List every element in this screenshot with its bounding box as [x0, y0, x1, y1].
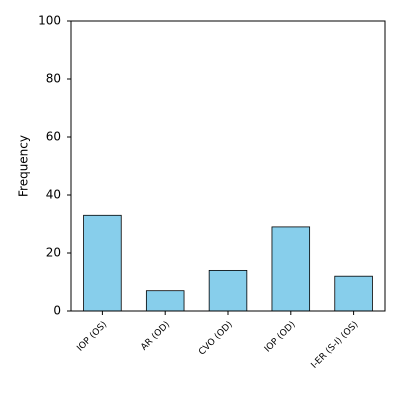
y-axis-label: Frequency	[17, 135, 31, 197]
x-tick-label: CVO (OD)	[197, 320, 235, 358]
x-tick-label: AR (OD)	[139, 320, 172, 353]
y-tick-label: 80	[46, 72, 61, 86]
x-tick-label: I-ER (S-I) (OS)	[310, 320, 361, 371]
y-tick-label: 40	[46, 188, 61, 202]
bar	[83, 214, 122, 312]
bar	[145, 290, 185, 312]
bar	[334, 275, 373, 312]
bar	[208, 269, 248, 312]
y-tick-label: 100	[38, 14, 61, 28]
bar	[271, 226, 311, 312]
x-tick-label: IOP (OD)	[263, 320, 298, 355]
x-tick-label: IOP (OS)	[75, 320, 109, 354]
y-tick-label: 60	[46, 130, 61, 144]
y-tick-label: 0	[53, 304, 61, 318]
y-tick-label: 20	[46, 246, 61, 260]
plot-frame	[70, 20, 386, 312]
